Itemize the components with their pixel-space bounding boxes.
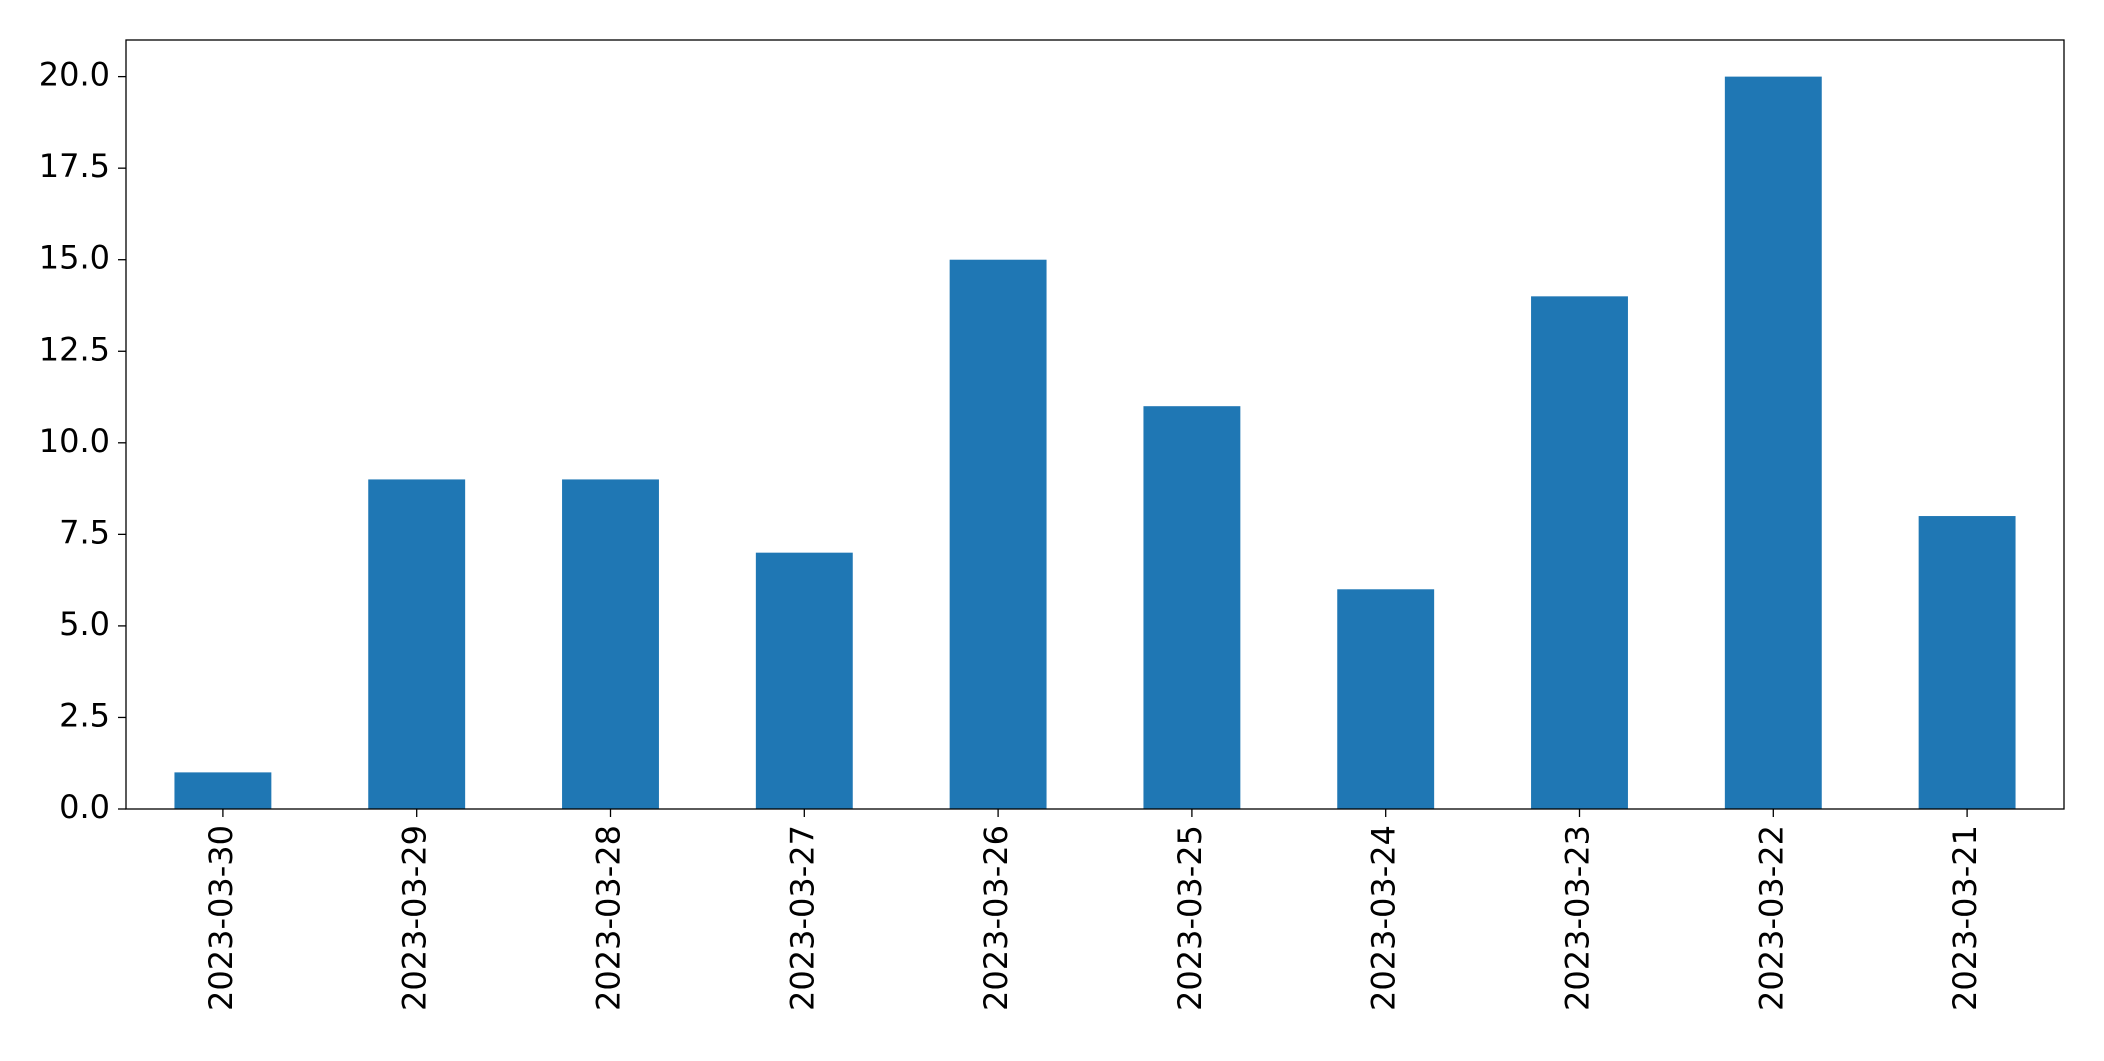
bar bbox=[755, 552, 853, 809]
bar bbox=[1143, 406, 1241, 809]
bar bbox=[949, 259, 1047, 809]
x-tick-label: 2023-03-24 bbox=[1365, 825, 1403, 1011]
plot-frame bbox=[125, 39, 2065, 810]
y-tick-label: 7.5 bbox=[59, 513, 110, 551]
bar bbox=[1337, 589, 1435, 809]
y-tick-label: 10.0 bbox=[39, 422, 110, 460]
bar bbox=[1724, 76, 1822, 810]
x-tick-label: 2023-03-23 bbox=[1559, 825, 1597, 1011]
y-tick-label: 15.0 bbox=[39, 239, 110, 277]
y-tick-label: 5.0 bbox=[59, 605, 110, 643]
bar bbox=[368, 479, 466, 809]
y-tick-label: 20.0 bbox=[39, 56, 110, 94]
y-tick-label: 2.5 bbox=[59, 696, 110, 734]
bar bbox=[174, 772, 272, 809]
x-tick-label: 2023-03-22 bbox=[1752, 825, 1790, 1011]
x-tick-label: 2023-03-28 bbox=[590, 825, 628, 1011]
x-tick-label: 2023-03-26 bbox=[977, 825, 1015, 1011]
x-tick-label: 2023-03-30 bbox=[202, 825, 240, 1011]
bar bbox=[1531, 296, 1628, 809]
x-tick-label: 2023-03-21 bbox=[1946, 825, 1984, 1011]
y-tick-label: 0.0 bbox=[59, 788, 110, 826]
x-tick-label: 2023-03-27 bbox=[783, 825, 821, 1011]
x-tick-label: 2023-03-25 bbox=[1171, 825, 1209, 1011]
bar bbox=[562, 479, 659, 809]
x-tick-label: 2023-03-29 bbox=[396, 825, 434, 1011]
bar bbox=[1918, 516, 2016, 809]
y-tick-label: 12.5 bbox=[39, 330, 110, 368]
y-tick-label: 17.5 bbox=[39, 147, 110, 185]
